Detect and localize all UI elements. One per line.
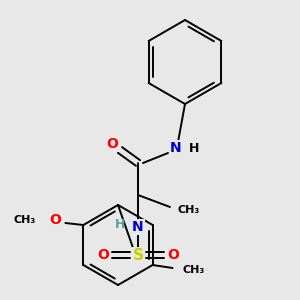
Text: N: N [170, 141, 182, 155]
Text: O: O [106, 137, 118, 151]
Text: H: H [189, 142, 199, 154]
Text: N: N [132, 220, 144, 234]
Text: CH₃: CH₃ [183, 265, 205, 275]
Text: CH₃: CH₃ [13, 215, 35, 225]
Text: S: S [133, 248, 143, 262]
Text: O: O [97, 248, 109, 262]
Text: O: O [50, 213, 61, 227]
Text: H: H [115, 218, 125, 232]
Text: CH₃: CH₃ [177, 205, 199, 215]
Text: O: O [167, 248, 179, 262]
